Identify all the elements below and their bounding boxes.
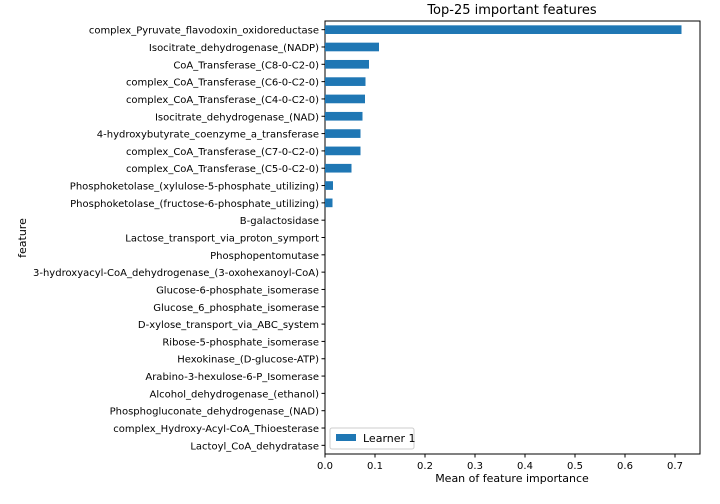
y-axis-tick-labels: complex_Pyruvate_flavodoxin_oxidoreducta… [33, 26, 325, 452]
bar [325, 129, 361, 138]
bar [325, 77, 366, 86]
x-tick-label: 0.2 [417, 461, 433, 472]
x-tick-label: 0.6 [617, 461, 633, 472]
legend-label-learner-1: Learner 1 [363, 432, 416, 445]
x-tick-label: 0.3 [467, 461, 483, 472]
y-tick-label: D-xylose_transport_via_ABC_system [138, 320, 319, 331]
y-tick-label: B-galactosidase [240, 216, 319, 227]
y-tick-label: 3-hydroxyacyl-CoA_dehydrogenase_(3-oxohe… [33, 268, 319, 279]
y-tick-label: complex_CoA_Transferase_(C5-0-C2-0) [126, 164, 319, 175]
y-tick-label: Phosphoketolase_(fructose-6-phosphate_ut… [70, 199, 319, 210]
bar [325, 25, 682, 34]
x-tick-label: 0.7 [667, 461, 683, 472]
bar [325, 42, 379, 52]
y-tick-label: Hexokinase_(D-glucose-ATP) [177, 355, 319, 366]
chart-title: Top-25 important features [426, 3, 597, 18]
bar [325, 146, 361, 156]
bar [325, 111, 363, 121]
y-tick-label: Phosphopentomutase [210, 251, 319, 262]
legend-box [329, 427, 415, 450]
y-tick-label: Lactose_transport_via_proton_symport [125, 234, 319, 245]
y-tick-label: complex_CoA_Transferase_(C7-0-C2-0) [126, 147, 319, 158]
bar [325, 163, 352, 173]
y-tick-label: complex_CoA_Transferase_(C6-0-C2-0) [126, 78, 319, 89]
y-tick-label: complex_Hydroxy-Acyl-CoA_Thioesterase [113, 424, 319, 435]
x-tick-label: 0.0 [317, 461, 333, 472]
y-tick-label: Isocitrate_dehydrogenase_(NAD) [155, 112, 319, 123]
x-tick-label: 0.5 [567, 461, 583, 472]
y-tick-label: Glucose-6-phosphate_isomerase [156, 285, 319, 296]
y-tick-label: 4-hydroxybutyrate_coenzyme_a_transferase [97, 130, 319, 141]
y-tick-label: Phosphoketolase_(xylulose-5-phosphate_ut… [70, 182, 319, 193]
y-tick-label: Arabino-3-hexulose-6-P_Isomerase [145, 372, 319, 383]
y-tick-label: CoA_Transferase_(C8-0-C2-0) [173, 60, 319, 71]
y-tick-label: Lactoyl_CoA_dehydratase [190, 441, 319, 452]
y-tick-label: Alcohol_dehydrogenase_(ethanol) [150, 389, 320, 400]
bar [325, 181, 333, 190]
x-axis-label: Mean of feature importance [435, 472, 589, 485]
legend-swatch-learner-1 [336, 434, 356, 441]
y-tick-label: Isocitrate_dehydrogenase_(NADP) [149, 43, 319, 54]
plot-area-frame [324, 20, 701, 455]
legend: Learner 1 [329, 427, 416, 450]
y-tick-label: complex_Pyruvate_flavodoxin_oxidoreducta… [89, 26, 319, 37]
bar [325, 59, 369, 69]
x-axis-tick-labels: 0.0 0.1 0.2 0.3 0.4 0.5 0.6 0.7 [317, 454, 683, 472]
x-tick-label: 0.1 [367, 461, 383, 472]
x-tick-label: 0.4 [517, 461, 533, 472]
y-axis-label: feature [16, 218, 29, 258]
y-tick-label: complex_CoA_Transferase_(C4-0-C2-0) [126, 95, 319, 106]
y-tick-label: Phosphogluconate_dehydrogenase_(NAD) [110, 407, 319, 418]
bar [325, 198, 333, 208]
bar [325, 94, 365, 104]
bar-group [325, 25, 682, 208]
y-tick-label: Glucose_6_phosphate_isomerase [153, 303, 319, 314]
y-tick-label: Ribose-5-phosphate_isomerase [162, 337, 319, 348]
